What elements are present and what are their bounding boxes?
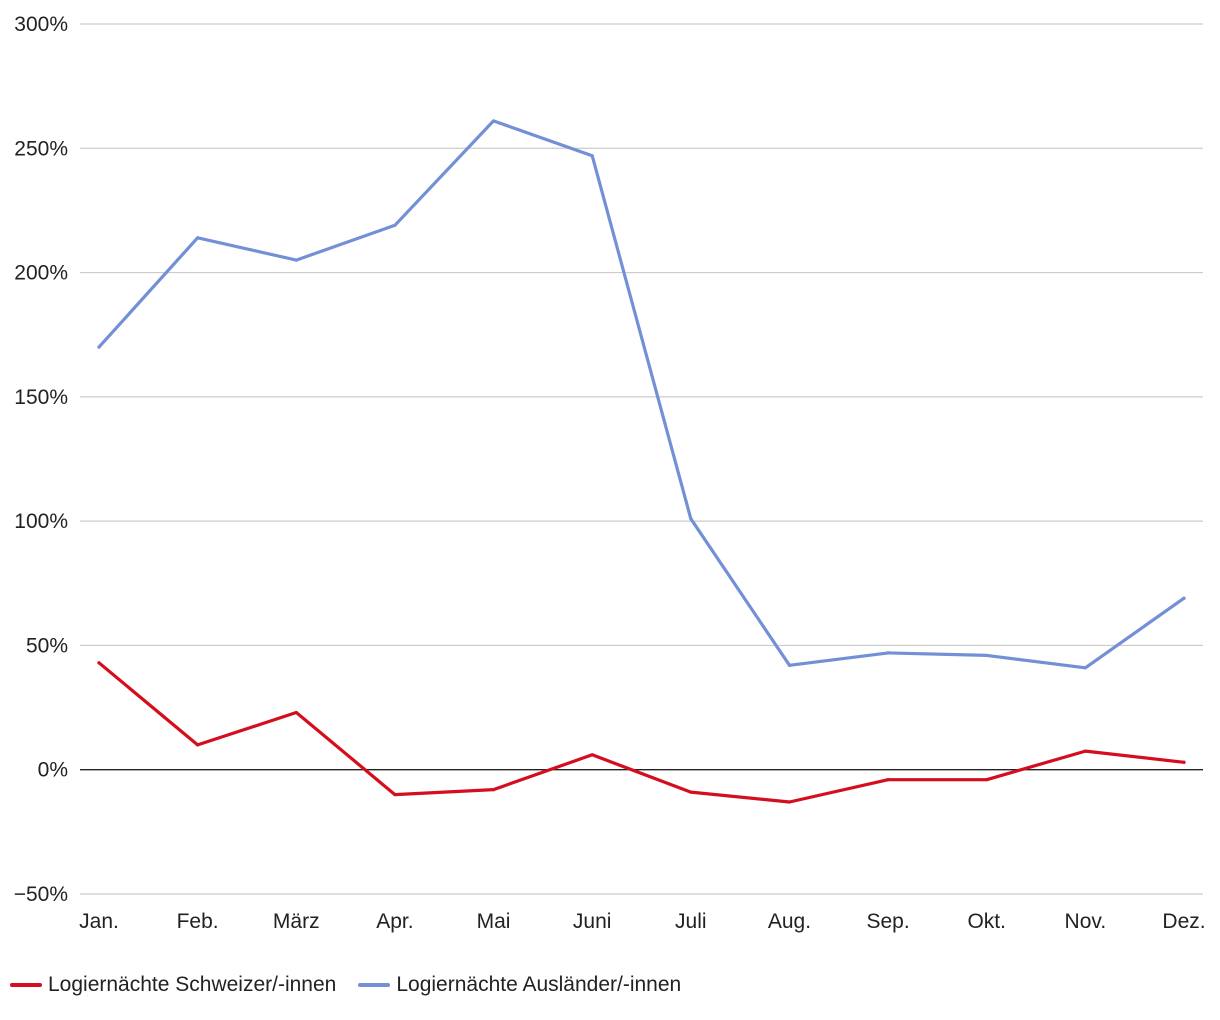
data-point (689, 517, 693, 521)
x-tick-label: Aug. (768, 910, 811, 933)
x-tick-label: Jan. (79, 910, 119, 933)
data-point (985, 653, 989, 657)
x-tick-label: Nov. (1065, 910, 1107, 933)
data-point (196, 743, 200, 747)
series-line-0 (97, 661, 1186, 804)
line-chart: 300% 250% 200% 150% 100% 50% 0% −50% Jan. Feb. Mä… (14, 13, 1206, 933)
x-tick-label: Mai (477, 910, 511, 933)
data-point (294, 258, 298, 262)
legend-swatch-schweizer (10, 983, 42, 987)
data-point (886, 778, 890, 782)
data-point (491, 119, 496, 123)
data-point (590, 154, 594, 158)
data-point (985, 778, 989, 782)
data-point (196, 236, 200, 240)
x-tick-label: Sep. (866, 910, 909, 933)
y-tick-label: −50% (14, 883, 68, 906)
legend-label-auslaender: Logiernächte Ausländer/-innen (396, 973, 682, 996)
data-point (97, 661, 101, 665)
y-tick-label: 250% (14, 137, 68, 160)
data-point (1083, 749, 1087, 753)
y-tick-label: 150% (14, 386, 68, 409)
x-axis-labels: Jan. Feb. März Apr. Mai Juni Juli Aug. Sep. Okt. N… (79, 910, 1205, 933)
x-tick-label: Dez. (1162, 910, 1205, 933)
data-point (689, 790, 693, 794)
data-point (886, 651, 890, 655)
y-tick-label: 300% (14, 13, 68, 36)
x-tick-label: Apr. (376, 910, 413, 933)
legend-item-schweizer: Logiernächte Schweizer/-innen (10, 973, 336, 997)
x-tick-label: Feb. (177, 910, 219, 933)
data-point (590, 753, 594, 757)
data-point (393, 223, 397, 227)
y-tick-label: 0% (38, 759, 68, 782)
x-tick-label: Juni (573, 910, 612, 933)
data-point (491, 788, 496, 792)
y-tick-label: 100% (14, 510, 68, 533)
data-point (787, 663, 792, 667)
y-axis-labels: 300% 250% 200% 150% 100% 50% 0% −50% (14, 13, 68, 906)
data-point (1182, 760, 1186, 764)
x-tick-label: Okt. (967, 910, 1006, 933)
series-line-1 (97, 119, 1186, 670)
legend-label-schweizer: Logiernächte Schweizer/-innen (48, 973, 337, 996)
data-point (294, 710, 298, 715)
x-tick-label: März (273, 910, 320, 933)
data-point (97, 345, 101, 349)
data-point (393, 792, 397, 797)
x-tick-label: Juli (675, 910, 707, 933)
grid-lines (80, 23, 1203, 895)
series-lines (97, 119, 1186, 804)
data-point (787, 800, 792, 804)
y-tick-label: 50% (26, 634, 68, 657)
data-point (1083, 666, 1087, 670)
y-tick-label: 200% (14, 262, 68, 285)
data-point (1182, 596, 1186, 600)
legend-swatch-auslaender (358, 983, 391, 987)
legend: Logiernächte Schweizer/-innen Logiernäch… (10, 973, 703, 997)
legend-item-auslaender: Logiernächte Ausländer/-innen (358, 973, 681, 997)
